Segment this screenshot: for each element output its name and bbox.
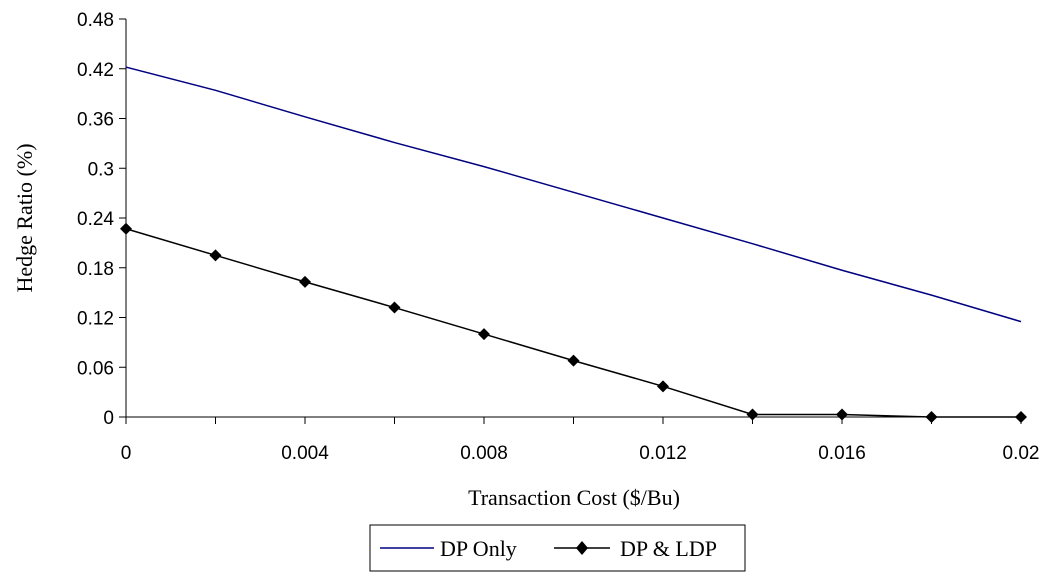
data-point-dp-ldp xyxy=(120,222,132,235)
y-tick-label: 0.3 xyxy=(88,159,114,180)
legend: DP Only DP & LDP xyxy=(369,524,746,572)
y-tick-label: 0.18 xyxy=(77,259,114,280)
x-tick-label: 0.008 xyxy=(460,443,508,464)
y-tick-label: 0.48 xyxy=(77,10,114,31)
x-tick-label: 0 xyxy=(121,443,132,464)
x-tick-label: 0.004 xyxy=(281,443,329,464)
x-axis-ticks: 0 0.004 0.008 0.012 0.016 0.02 xyxy=(121,417,1040,464)
legend-marker-dp-ldp xyxy=(576,541,588,555)
y-axis-title: Hedge Ratio (%) xyxy=(12,143,37,292)
data-point-dp-ldp xyxy=(209,249,222,262)
series-line-dp-only xyxy=(125,66,1022,323)
x-tick-label: 0.02 xyxy=(1003,443,1040,464)
data-point-dp-ldp xyxy=(746,408,759,421)
y-tick-label: 0.36 xyxy=(77,110,114,131)
y-axis-ticks: 0 0.06 0.12 0.18 0.24 0.3 0.36 0.42 0.48 xyxy=(77,10,126,429)
data-point-dp-ldp xyxy=(388,301,401,314)
data-point-dp-ldp xyxy=(657,380,669,393)
x-tick-label: 0.016 xyxy=(818,443,866,464)
legend-label-dp-only: DP Only xyxy=(440,536,517,561)
data-point-dp-ldp xyxy=(836,408,848,421)
series-layer xyxy=(120,66,1027,423)
data-point-dp-ldp xyxy=(567,354,580,367)
x-tick-label: 0.012 xyxy=(639,443,687,464)
x-axis-title: Transaction Cost ($/Bu) xyxy=(468,485,680,510)
y-tick-label: 0.12 xyxy=(77,309,114,330)
data-point-dp-ldp xyxy=(478,328,490,341)
data-point-dp-ldp xyxy=(299,275,311,288)
data-point-dp-ldp xyxy=(925,411,938,423)
y-tick-label: 0.06 xyxy=(77,358,114,379)
y-tick-label: 0.42 xyxy=(77,60,114,81)
series-line-dp-ldp xyxy=(125,228,1021,418)
legend-label-dp-ldp: DP & LDP xyxy=(620,536,717,561)
data-point-dp-ldp xyxy=(1015,411,1027,423)
y-tick-label: 0 xyxy=(103,408,114,429)
y-tick-label: 0.24 xyxy=(77,209,114,230)
